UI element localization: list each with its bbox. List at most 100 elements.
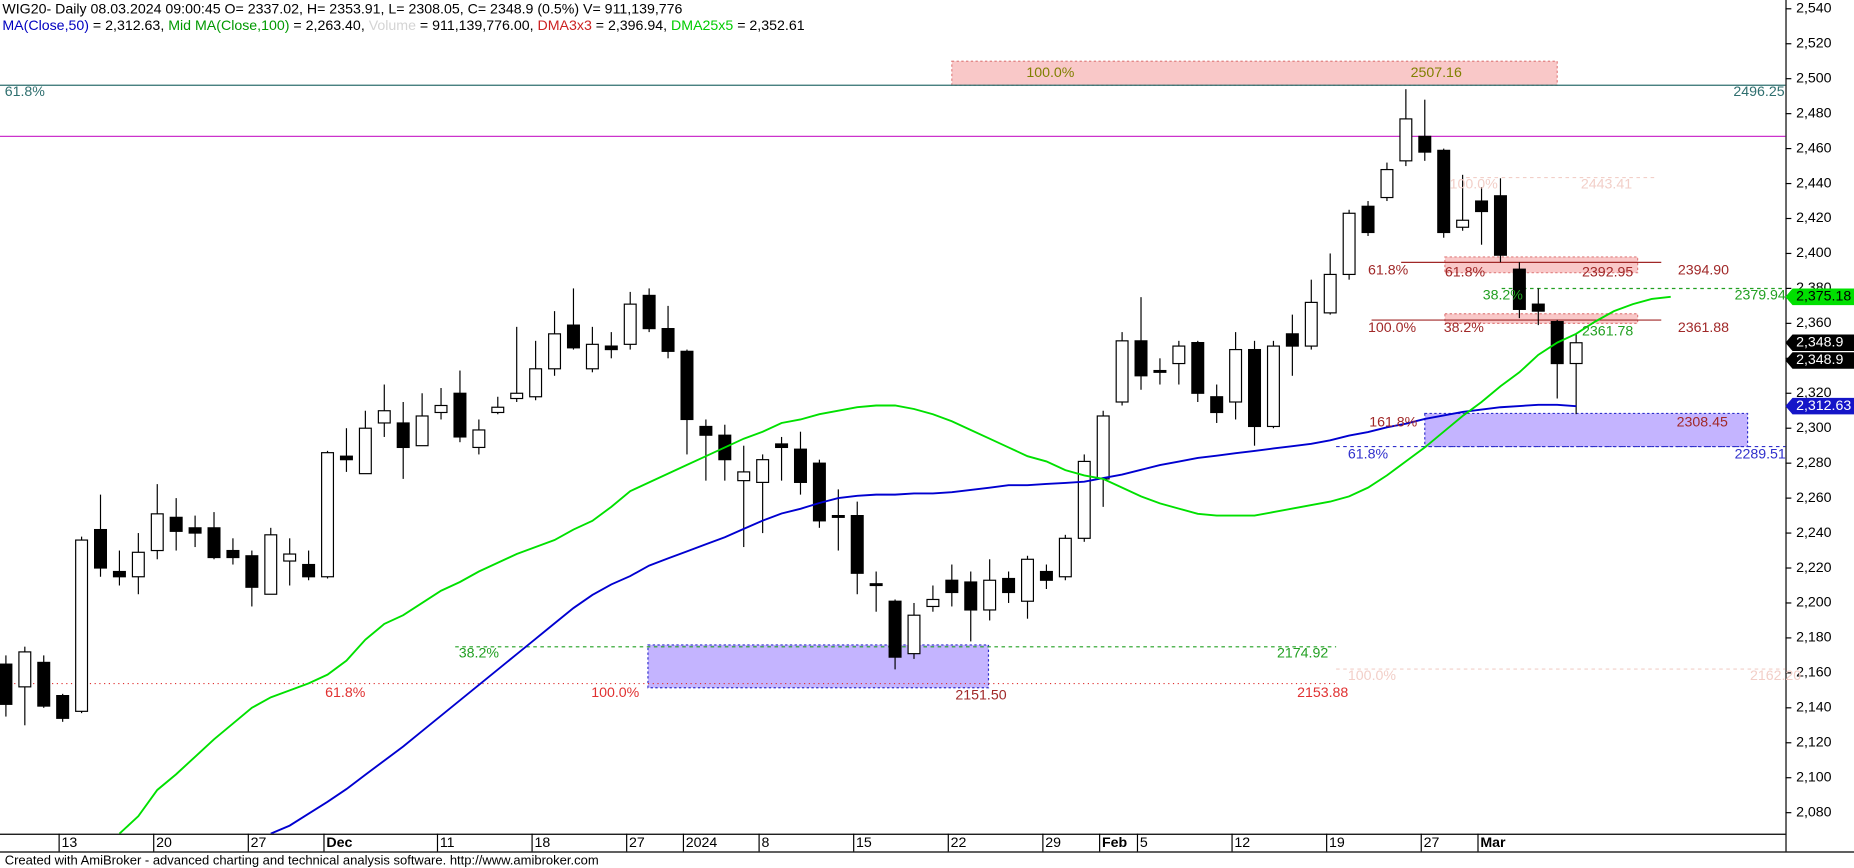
x-tick-label: Dec <box>326 835 352 851</box>
zone-label: 2308.45 <box>1677 415 1728 431</box>
legend-part: = 2,263.40, <box>290 18 369 34</box>
candle-body <box>1569 342 1583 365</box>
level-label: 61.8% <box>1368 262 1409 278</box>
y-tick-label: 2,480 <box>1796 105 1832 121</box>
level-label: 38.2% <box>459 646 500 662</box>
candle-body <box>661 328 675 352</box>
legend-part: MA(Close,50) <box>2 18 89 34</box>
x-tick-label: 8 <box>761 835 769 851</box>
candle-body <box>245 555 259 588</box>
candle-body <box>1115 340 1129 403</box>
x-tick-label: 5 <box>1140 835 1148 851</box>
zone-label: 2151.50 <box>955 688 1006 704</box>
candle-body <box>1248 348 1262 428</box>
candle-body <box>302 563 316 578</box>
y-tick-label: 2,540 <box>1796 1 1832 17</box>
x-tick-label: 15 <box>856 835 872 851</box>
y-tick-label: 2,280 <box>1796 455 1832 471</box>
level-label: 61.8% <box>325 685 366 701</box>
candle-body <box>1021 558 1035 602</box>
level-label: 2394.90 <box>1678 262 1729 278</box>
zone-label: 61.8% <box>1445 264 1486 280</box>
plot-area <box>0 60 1786 834</box>
y-tick-label: 2,080 <box>1796 804 1832 820</box>
level-label: 2496.25 <box>1733 84 1784 100</box>
legend-part: = 911,139,776.00, <box>416 18 538 34</box>
candle-body <box>321 452 335 578</box>
price-tag-label: 2,348.9 <box>1796 335 1843 351</box>
candle-body <box>1380 168 1394 199</box>
candle-body <box>566 324 580 349</box>
level-label: 2153.88 <box>1297 685 1348 701</box>
level-label: 100.0% <box>1450 176 1498 192</box>
zone-label: 2392.95 <box>1582 264 1633 280</box>
candle-body <box>983 579 997 611</box>
candle-body <box>1323 273 1337 314</box>
candle-body <box>642 294 656 330</box>
x-tick-label: 27 <box>251 835 267 851</box>
y-tick-label: 2,400 <box>1796 245 1832 261</box>
candle-body <box>926 598 940 608</box>
level-label: 2443.41 <box>1581 176 1632 192</box>
candle-body <box>1361 205 1375 234</box>
price-tag <box>1785 334 1854 352</box>
y-tick-label: 2,420 <box>1796 210 1832 226</box>
y-tick-label: 2,520 <box>1796 35 1832 51</box>
candle-body <box>510 392 524 400</box>
ma-line <box>118 295 1671 834</box>
candle-body <box>1475 200 1489 213</box>
level-label: 61.8% <box>5 84 46 100</box>
x-tick-label: 22 <box>951 835 967 851</box>
level-label: 2361.88 <box>1678 320 1729 336</box>
candle-body <box>75 539 89 712</box>
zone-box <box>1444 313 1639 324</box>
candle-body <box>1058 537 1072 578</box>
zone-box <box>1444 256 1639 274</box>
candle-body <box>1096 415 1110 480</box>
candle-body <box>850 515 864 574</box>
level-label: 100.0% <box>1348 668 1396 684</box>
candle-body <box>756 459 770 483</box>
x-tick-label: Feb <box>1102 835 1128 851</box>
legend-part: Volume <box>369 18 416 34</box>
y-tick-label: 2,220 <box>1796 560 1832 576</box>
candle-body <box>377 410 391 424</box>
candle-body <box>585 343 599 370</box>
candle-body <box>888 600 902 658</box>
level-label: 2174.92 <box>1277 646 1328 662</box>
candle-body <box>358 427 372 475</box>
candle-body <box>1077 460 1091 539</box>
candle-body <box>1418 135 1432 153</box>
candle-body <box>1266 345 1280 428</box>
zone-label: 2507.16 <box>1411 65 1462 81</box>
candle-body <box>529 368 543 398</box>
price-tag-label: 2,312.63 <box>1796 398 1851 414</box>
x-tick-label: 27 <box>629 835 645 851</box>
candle-body <box>1304 301 1318 347</box>
candle-body <box>207 527 221 559</box>
level-label: 61.8% <box>1348 447 1389 463</box>
y-tick-label: 2,180 <box>1796 630 1832 646</box>
candle-body <box>1456 219 1470 228</box>
legend: MA(Close,50) = 2,312.63, Mid MA(Close,10… <box>2 18 804 34</box>
zone-box <box>647 644 990 689</box>
y-tick-label: 2,200 <box>1796 595 1832 611</box>
y-tick-label: 2,140 <box>1796 700 1832 716</box>
candle-body <box>1039 570 1053 581</box>
price-tag <box>1785 352 1854 369</box>
candle-body <box>548 333 562 370</box>
ma-line <box>270 403 1577 834</box>
candle-body <box>169 516 183 532</box>
candle-body <box>907 614 921 655</box>
legend-part: = 2,312.63, <box>89 18 168 34</box>
candle-body <box>1399 118 1413 162</box>
price-tag <box>1785 288 1854 306</box>
legend-part: DMA25x5 <box>671 18 733 34</box>
candle-body <box>793 448 807 483</box>
x-tick-label: 19 <box>1329 835 1345 851</box>
y-tick-label: 2,320 <box>1796 385 1832 401</box>
level-label: 2379.94 <box>1735 287 1786 303</box>
y-tick-label: 2,100 <box>1796 769 1832 785</box>
